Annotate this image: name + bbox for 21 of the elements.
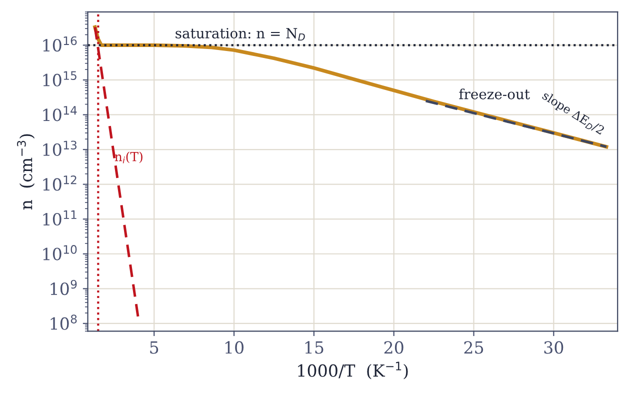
y-tick-label: 10$^{14}$ [43,106,77,122]
ref-line-label: saturation: n = N$_{D}$ [176,28,305,41]
y-tick-label: 10$^{10}$ [43,245,77,260]
x-tick-label: 15 [305,341,324,354]
x-tick-label: 30 [544,341,564,354]
y-axis-title: n (cm$^{−3}$) [17,134,35,210]
y-tick-label: 10$^{9}$ [50,280,77,296]
y-tick-label: 10$^{16}$ [43,36,77,52]
annotation: slope ΔE$_{D}$/2 [540,90,606,137]
x-tick-label: 20 [384,341,404,354]
y-tick-label: 10$^{13}$ [43,140,76,156]
series-label: n$_{i}$(T) [114,152,142,164]
y-tick-label: 10$^{8}$ [50,314,77,330]
x-tick-label: 5 [150,341,158,354]
y-tick-label: 10$^{15}$ [43,71,76,86]
y-tick-label: 10$^{12}$ [43,175,76,191]
y-tick-label: 10$^{11}$ [43,210,76,226]
x-axis-title: 1000/T (K$^{−1}$) [298,362,408,380]
x-tick-label: 25 [464,341,484,354]
annotation: freeze-out [459,88,530,100]
x-tick-label: 10 [225,341,244,354]
